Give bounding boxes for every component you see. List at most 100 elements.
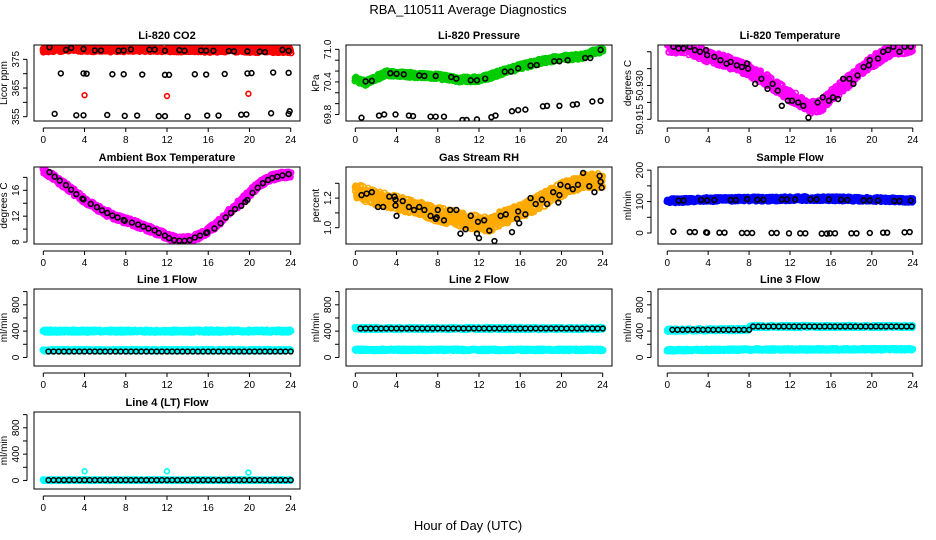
data-point: [805, 114, 812, 121]
panel-title: Sample Flow: [756, 152, 824, 164]
data-point: [286, 108, 293, 115]
x-tick-label: 24: [597, 135, 609, 146]
plot-frame: [33, 44, 301, 122]
data-point: [399, 197, 406, 205]
data-point: [120, 71, 127, 78]
data-point: [764, 85, 771, 93]
x-axis: 0 4 8 12 16 20 24: [41, 127, 297, 146]
data-point: [155, 112, 162, 120]
x-tick-label: 0: [41, 258, 47, 269]
data-point: [440, 113, 448, 120]
data-point: [358, 114, 365, 121]
data-point: [83, 70, 90, 77]
x-tick-label: 8: [746, 135, 752, 146]
y-axis-label: kPa: [311, 74, 322, 92]
y-tick-label: 355: [11, 108, 22, 125]
data-point: [163, 92, 171, 100]
data-point: [473, 77, 481, 84]
data-point: [67, 186, 75, 193]
data-point: [145, 225, 152, 232]
x-tick-label: 8: [123, 135, 129, 146]
data-point: [161, 47, 169, 54]
y-tick-label: 1.2: [323, 191, 334, 205]
data-point: [155, 229, 162, 237]
data-point: [569, 186, 576, 193]
data-point: [480, 217, 488, 224]
y-axis-label: degrees C: [0, 182, 10, 228]
data-point: [392, 196, 399, 203]
y-axis: 355 365 375: [11, 51, 28, 125]
data-point: [121, 112, 128, 120]
data-point: [139, 71, 146, 78]
y-tick-label: 71.0: [323, 39, 334, 59]
figure-title: RBA_110511 Average Diagnostics: [369, 2, 567, 17]
data-point: [703, 51, 711, 59]
plot-area: [39, 167, 295, 244]
data-point: [896, 48, 903, 55]
data-point: [109, 212, 116, 219]
x-tick-label: 8: [123, 258, 129, 269]
data-point: [522, 106, 529, 113]
data-point: [97, 47, 105, 54]
series-pressure-avg: [362, 46, 604, 85]
data-point: [597, 97, 604, 105]
data-point: [453, 75, 460, 82]
data-point: [597, 46, 604, 54]
data-point: [481, 75, 489, 82]
series-rh-avg: [358, 169, 605, 244]
data-point: [379, 203, 387, 211]
x-tick-label: 20: [556, 135, 568, 146]
data-point: [231, 205, 239, 213]
data-point: [202, 47, 210, 54]
data-point: [556, 191, 563, 199]
data-point: [527, 62, 534, 69]
data-point: [473, 116, 481, 121]
data-point: [127, 46, 135, 53]
data-point: [244, 196, 251, 204]
data-point: [259, 179, 267, 187]
data-point: [711, 53, 718, 61]
x-tick-label: 4: [394, 258, 400, 269]
y-tick-label: 375: [11, 51, 22, 68]
data-point: [850, 80, 857, 88]
x-tick-label: 20: [244, 258, 256, 269]
data-point: [391, 193, 398, 200]
data-point: [165, 71, 173, 79]
data-point: [80, 45, 87, 53]
data-point: [210, 47, 217, 54]
data-point: [533, 61, 540, 69]
data-point: [556, 102, 563, 110]
data-point: [564, 56, 571, 64]
data-point: [532, 200, 539, 208]
panel-title: Li-820 Pressure: [438, 30, 520, 42]
x-tick-label: 12: [473, 135, 485, 146]
data-point: [254, 184, 261, 191]
series-licor-co2-mid: [57, 69, 292, 79]
data-point: [774, 87, 781, 94]
plot-frame: [657, 44, 923, 122]
data-point: [73, 190, 80, 198]
data-point: [432, 113, 439, 120]
data-point: [410, 206, 418, 214]
data-point: [457, 230, 464, 237]
data-point: [501, 68, 508, 75]
data-point: [393, 212, 400, 220]
data-point: [104, 111, 111, 119]
data-point: [866, 56, 873, 64]
data-point: [665, 38, 670, 43]
x-tick-label: 20: [244, 135, 256, 146]
y-tick-label: 16: [11, 184, 22, 196]
data-point: [387, 70, 394, 77]
y-tick-label: 365: [11, 79, 22, 96]
data-point: [434, 206, 441, 214]
data-point: [203, 229, 211, 236]
plot-area: [351, 169, 607, 244]
data-point: [778, 102, 786, 110]
y-axis-label: degrees C: [623, 60, 634, 106]
data-point: [474, 218, 482, 225]
data-point: [874, 55, 882, 62]
data-point: [87, 200, 94, 208]
data-point: [81, 91, 88, 99]
x-axis: 0 4 8 12 16 20 24: [353, 127, 609, 146]
